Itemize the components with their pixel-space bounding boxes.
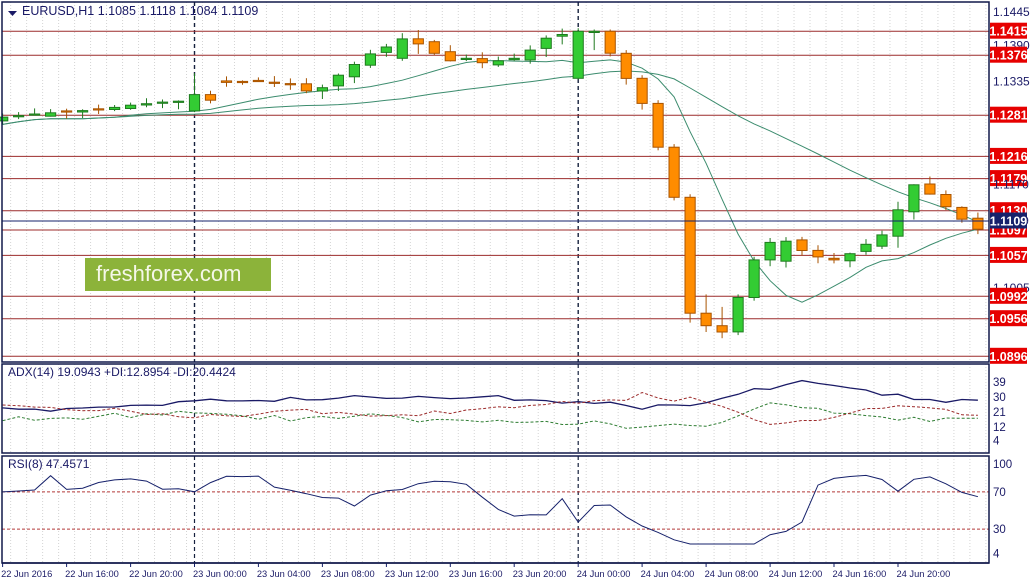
svg-text:22 Jun 20:00: 22 Jun 20:00 [129, 569, 183, 579]
svg-text:4: 4 [993, 548, 1000, 560]
svg-text:1.1335: 1.1335 [993, 75, 1030, 89]
svg-text:freshforex.com: freshforex.com [96, 261, 242, 286]
svg-text:23 Jun 04:00: 23 Jun 04:00 [257, 569, 311, 579]
svg-text:1.1216: 1.1216 [989, 150, 1027, 164]
svg-text:1.1415: 1.1415 [989, 25, 1027, 39]
svg-text:1.0896: 1.0896 [989, 350, 1027, 364]
svg-text:24 Jun 16:00: 24 Jun 16:00 [833, 569, 887, 579]
svg-text:24 Jun 12:00: 24 Jun 12:00 [769, 569, 823, 579]
svg-text:RSI(8) 47.4571: RSI(8) 47.4571 [8, 457, 90, 471]
svg-text:1.1057: 1.1057 [989, 249, 1027, 263]
svg-text:1.1170: 1.1170 [993, 178, 1029, 192]
svg-text:23 Jun 08:00: 23 Jun 08:00 [321, 569, 375, 579]
svg-text:4: 4 [993, 435, 1000, 447]
svg-text:1.0956: 1.0956 [989, 312, 1027, 326]
svg-text:23 Jun 20:00: 23 Jun 20:00 [513, 569, 567, 579]
svg-text:12: 12 [993, 422, 1006, 434]
svg-text:39: 39 [993, 377, 1006, 389]
svg-text:1.0992: 1.0992 [989, 290, 1027, 304]
svg-text:24 Jun 08:00: 24 Jun 08:00 [705, 569, 759, 579]
svg-text:22 Jun 2016: 22 Jun 2016 [1, 569, 52, 579]
svg-text:ADX(14) 19.0943 +DI:12.8954 -D: ADX(14) 19.0943 +DI:12.8954 -DI:20.4424 [8, 365, 236, 379]
svg-text:1.1445: 1.1445 [993, 5, 1030, 19]
svg-text:30: 30 [993, 524, 1006, 536]
svg-text:21: 21 [993, 407, 1006, 419]
svg-text:23 Jun 16:00: 23 Jun 16:00 [449, 569, 503, 579]
svg-text:30: 30 [993, 392, 1006, 404]
svg-text:22 Jun 16:00: 22 Jun 16:00 [65, 569, 119, 579]
svg-text:EURUSD,H1 1.1085 1.1118 1.10: EURUSD,H1 1.1085 1.1118 1.1084 1.1109 [22, 4, 258, 18]
svg-text:24 Jun 04:00: 24 Jun 04:00 [641, 569, 695, 579]
svg-text:1.1109: 1.1109 [990, 215, 1028, 229]
svg-text:1.1376: 1.1376 [989, 49, 1027, 63]
svg-text:100: 100 [993, 459, 1012, 471]
svg-text:23 Jun 12:00: 23 Jun 12:00 [385, 569, 439, 579]
svg-text:24 Jun 00:00: 24 Jun 00:00 [577, 569, 631, 579]
svg-text:70: 70 [993, 487, 1006, 499]
svg-text:24 Jun 20:00: 24 Jun 20:00 [897, 569, 951, 579]
svg-text:23 Jun 00:00: 23 Jun 00:00 [193, 569, 247, 579]
svg-text:1.1281: 1.1281 [989, 109, 1027, 123]
